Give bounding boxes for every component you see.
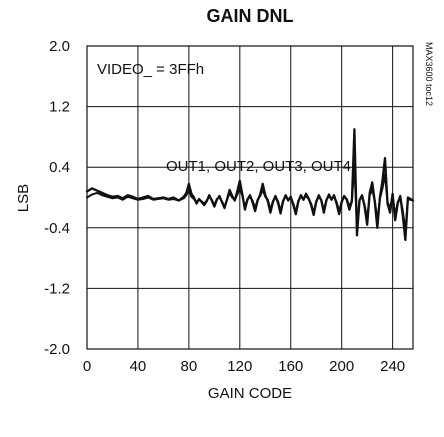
- x-tick-label: 120: [227, 358, 252, 375]
- side-code-label: MAX3600 toc12: [424, 42, 434, 106]
- ticks: 0 40 80 120 160 200 240 -2.0 -1.2 -0.4 0.4 1.2 2.0: [44, 38, 405, 375]
- y-axis-label: LSB: [15, 184, 32, 212]
- y-tick-label: 0.4: [49, 159, 70, 176]
- condition-annotation: VIDEO_ = 3FFh: [97, 61, 204, 78]
- y-tick-label: -1.2: [44, 280, 70, 297]
- y-tick-label: 2.0: [49, 38, 70, 55]
- y-tick-label: 1.2: [49, 99, 70, 116]
- series-line: [85, 128, 415, 242]
- chart-title: GAIN DNL: [207, 6, 294, 26]
- x-tick-label: 0: [83, 358, 91, 375]
- series-note: OUT1, OUT2, OUT3, OUT4: [166, 158, 351, 175]
- x-tick-label: 240: [380, 358, 405, 375]
- series-layer: [85, 128, 415, 242]
- x-axis-label: GAIN CODE: [208, 385, 292, 402]
- y-tick-label: -0.4: [44, 220, 70, 237]
- x-tick-label: 40: [130, 358, 147, 375]
- y-tick-label: -2.0: [44, 341, 70, 358]
- x-tick-label: 80: [181, 358, 198, 375]
- x-tick-label: 160: [278, 358, 303, 375]
- plot-area-border: [86, 45, 414, 350]
- series-line: [86, 164, 414, 232]
- x-tick-label: 200: [329, 358, 354, 375]
